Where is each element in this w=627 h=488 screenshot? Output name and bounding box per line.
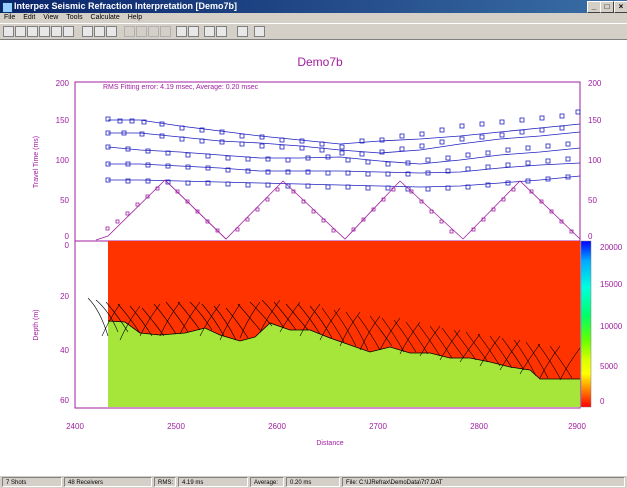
travel-time-points <box>105 109 581 192</box>
x-tick-2900: 2900 <box>568 422 586 431</box>
colorbar-tick-10000: 10000 <box>600 322 623 331</box>
x-tick-2600: 2600 <box>268 422 286 431</box>
depth-tick-40: 40 <box>60 346 69 355</box>
help-icon[interactable] <box>254 26 265 37</box>
tt-tick-right-150: 150 <box>588 116 602 125</box>
status-rms-value: 4.19 ms <box>178 477 248 487</box>
colorbar-tick-5000: 5000 <box>600 362 618 371</box>
refractor-interface <box>107 320 580 380</box>
x-tick-2700: 2700 <box>369 422 387 431</box>
direct-arrival-curves <box>95 179 581 241</box>
minimize-button[interactable]: _ <box>587 1 601 13</box>
shot-view-icon[interactable] <box>94 26 105 37</box>
distance-label: Distance <box>316 440 343 447</box>
plot-title: Demo7b <box>297 55 343 69</box>
colorbar-tick-15000: 15000 <box>600 280 623 289</box>
zoom-in-icon[interactable] <box>176 26 187 37</box>
status-receivers: 48 Receivers <box>64 477 152 487</box>
tt-tick-150: 150 <box>56 116 70 125</box>
top-layer <box>108 241 580 379</box>
tile-view-icon[interactable] <box>82 26 93 37</box>
zoom-out-icon[interactable] <box>188 26 199 37</box>
arrow-right-icon[interactable] <box>204 26 215 37</box>
menu-calculate[interactable]: Calculate <box>90 14 120 21</box>
status-average-label: Average: <box>250 477 284 487</box>
app-icon <box>2 2 13 13</box>
colorbar-tick-20000: 20000 <box>600 243 623 252</box>
rms-text: RMS Fitting error: 4.19 msec, Average: 0… <box>103 84 259 91</box>
pick-icon[interactable] <box>148 26 159 37</box>
tt-tick-200: 200 <box>56 79 70 88</box>
save-icon[interactable] <box>27 26 38 37</box>
print-icon[interactable] <box>63 26 74 37</box>
print-preview-icon[interactable] <box>51 26 62 37</box>
arrow-left-icon[interactable] <box>216 26 227 37</box>
save-as-icon[interactable] <box>39 26 50 37</box>
velocity-colorbar <box>580 240 592 408</box>
close-button[interactable]: × <box>614 1 627 13</box>
status-rms-label: RMS: <box>154 477 176 487</box>
calculator-icon[interactable] <box>237 26 248 37</box>
status-shots: 7 Shots <box>2 477 62 487</box>
direct-arrival-points <box>105 186 574 234</box>
edit-pick-icon[interactable] <box>160 26 171 37</box>
depth-tick-20: 20 <box>60 292 69 301</box>
tt-tick-right-0: 0 <box>588 232 593 241</box>
plot-canvas: Demo7b RMS Fitting error: 4.19 msec, Ave… <box>0 40 627 476</box>
tt-tick-0: 0 <box>65 232 70 241</box>
wavefront-arcs <box>87 297 581 381</box>
title-bar: Interpex Seismic Refraction Interpretati… <box>0 0 627 13</box>
depth-tick-60: 60 <box>60 396 69 405</box>
status-average-value: 0.20 ms <box>286 477 340 487</box>
x-tick-2800: 2800 <box>470 422 488 431</box>
layer-view-icon[interactable] <box>106 26 117 37</box>
depth-axis-label: Depth (m) <box>33 309 40 340</box>
travel-time-frame <box>74 81 581 242</box>
tt-tick-right-100: 100 <box>588 156 602 165</box>
toolbar <box>0 23 627 40</box>
x-tick-2500: 2500 <box>167 422 185 431</box>
depth-tick-0: 0 <box>65 241 70 250</box>
tt-tick-right-200: 200 <box>588 79 602 88</box>
window-title: Interpex Seismic Refraction Interpretati… <box>14 1 238 11</box>
tt-tick-100: 100 <box>56 156 70 165</box>
tt-tick-right-50: 50 <box>588 196 597 205</box>
colorbar-tick-0: 0 <box>600 397 605 406</box>
maximize-button[interactable]: □ <box>600 1 614 13</box>
undo-icon[interactable] <box>124 26 135 37</box>
menu-tools[interactable]: Tools <box>66 14 83 21</box>
new-file-icon[interactable] <box>3 26 14 37</box>
status-bar: 7 Shots 48 Receivers RMS: 4.19 ms Averag… <box>0 476 627 488</box>
open-folder-icon[interactable] <box>15 26 26 37</box>
redo-icon[interactable] <box>136 26 147 37</box>
x-tick-2400: 2400 <box>66 422 84 431</box>
menu-file[interactable]: File <box>4 14 16 21</box>
menu-help[interactable]: Help <box>127 14 143 21</box>
menu-bar: File Edit View Tools Calculate Help <box>0 13 627 23</box>
menu-edit[interactable]: Edit <box>23 14 36 21</box>
status-file: File: C:\IJRefrax\DemoData\7t7.DAT <box>342 477 625 487</box>
travel-axis-label: Travel Time (ms) <box>33 136 40 188</box>
menu-view[interactable]: View <box>43 14 59 21</box>
tt-tick-50: 50 <box>60 196 69 205</box>
